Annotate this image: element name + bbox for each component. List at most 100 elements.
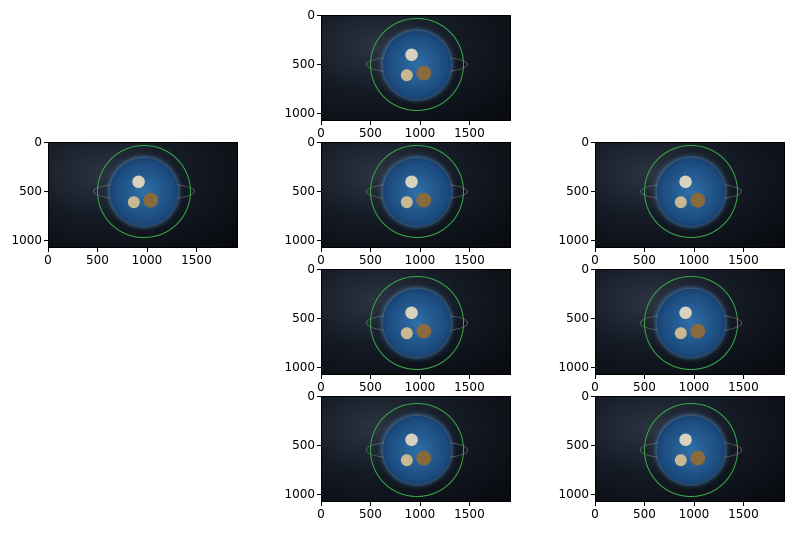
orbit-ring xyxy=(644,276,738,370)
earth-orbit-image xyxy=(48,142,238,248)
x-tick-mark xyxy=(595,375,596,379)
x-tick-mark xyxy=(196,248,198,252)
x-tick-label: 500 xyxy=(633,253,656,267)
y-tick-mark xyxy=(317,318,321,320)
y-tick-mark xyxy=(591,269,595,270)
x-tick-label: 1000 xyxy=(404,507,436,521)
y-tick-label: 500 xyxy=(566,311,589,326)
x-tick-label: 500 xyxy=(359,126,382,140)
x-tick-label: 1000 xyxy=(404,253,436,267)
y-tick-label: 500 xyxy=(566,438,589,453)
orbit-ring xyxy=(370,18,464,112)
y-tick-mark xyxy=(591,494,595,496)
y-tick-mark xyxy=(317,269,321,270)
x-tick-label: 1500 xyxy=(454,380,485,394)
y-tick-label: 0 xyxy=(581,135,589,149)
y-tick-label: 0 xyxy=(307,389,315,403)
y-tick-label: 1000 xyxy=(284,106,315,121)
y-tick-label: 0 xyxy=(34,135,42,149)
y-tick-label: 1000 xyxy=(558,233,589,248)
x-tick-mark xyxy=(321,502,322,506)
x-tick-label: 1500 xyxy=(454,253,485,267)
orbit-ring xyxy=(97,145,191,239)
earth-globe xyxy=(383,289,451,357)
y-tick-mark xyxy=(591,191,595,193)
x-tick-label: 0 xyxy=(44,253,52,267)
x-tick-mark xyxy=(419,375,421,379)
y-tick-label: 500 xyxy=(292,57,315,72)
earth-globe xyxy=(657,416,725,484)
y-tick-mark xyxy=(317,494,321,496)
y-tick-mark xyxy=(317,113,321,115)
x-tick-mark xyxy=(370,502,372,506)
earth-orbit-image xyxy=(321,396,511,502)
x-tick-mark xyxy=(644,248,646,252)
x-tick-mark xyxy=(469,375,471,379)
x-tick-label: 1500 xyxy=(454,126,485,140)
earth-globe xyxy=(110,157,178,226)
x-tick-label: 1000 xyxy=(678,380,710,394)
x-tick-mark xyxy=(469,121,471,125)
y-tick-label: 0 xyxy=(307,8,315,22)
x-tick-mark xyxy=(644,502,646,506)
y-tick-label: 0 xyxy=(581,389,589,403)
x-tick-mark xyxy=(595,248,596,252)
y-tick-mark xyxy=(317,240,321,242)
y-tick-mark xyxy=(317,396,321,397)
y-tick-mark xyxy=(591,240,595,242)
x-tick-mark xyxy=(370,248,372,252)
x-tick-label: 1000 xyxy=(131,253,163,267)
x-tick-label: 500 xyxy=(359,507,382,521)
x-tick-mark xyxy=(469,502,471,506)
y-tick-mark xyxy=(317,191,321,193)
x-tick-label: 1000 xyxy=(404,126,436,140)
y-tick-label: 0 xyxy=(581,262,589,276)
orbit-ring xyxy=(644,403,738,497)
x-tick-mark xyxy=(419,502,421,506)
y-tick-label: 500 xyxy=(19,184,42,199)
y-tick-label: 0 xyxy=(307,262,315,276)
y-tick-label: 500 xyxy=(566,184,589,199)
earth-orbit-image xyxy=(321,142,511,248)
y-tick-mark xyxy=(317,64,321,66)
earth-orbit-image xyxy=(595,396,785,502)
x-tick-mark xyxy=(370,121,372,125)
x-tick-label: 1000 xyxy=(678,507,710,521)
x-tick-label: 1000 xyxy=(404,380,436,394)
y-tick-label: 1000 xyxy=(284,360,315,375)
x-tick-mark xyxy=(693,502,695,506)
earth-orbit-image xyxy=(321,15,511,121)
x-tick-mark xyxy=(644,375,646,379)
x-tick-label: 500 xyxy=(86,253,109,267)
x-tick-label: 500 xyxy=(359,253,382,267)
orbit-ring xyxy=(370,276,464,370)
x-tick-mark xyxy=(693,375,695,379)
y-tick-mark xyxy=(44,142,48,143)
x-tick-label: 0 xyxy=(317,253,325,267)
earth-globe xyxy=(383,30,451,99)
x-tick-mark xyxy=(743,502,745,506)
x-tick-label: 0 xyxy=(317,126,325,140)
x-tick-mark xyxy=(743,375,745,379)
orbit-ring xyxy=(644,145,738,239)
orbit-ring xyxy=(370,403,464,497)
x-tick-label: 1500 xyxy=(728,253,759,267)
orbit-ring xyxy=(370,145,464,239)
x-tick-mark xyxy=(469,248,471,252)
y-tick-mark xyxy=(317,367,321,369)
y-tick-mark xyxy=(317,445,321,447)
x-tick-label: 0 xyxy=(317,380,325,394)
x-tick-label: 1000 xyxy=(678,253,710,267)
y-tick-label: 1000 xyxy=(284,487,315,502)
x-tick-mark xyxy=(146,248,148,252)
x-tick-label: 0 xyxy=(591,253,599,267)
x-tick-label: 1500 xyxy=(181,253,212,267)
earth-globe xyxy=(657,157,725,226)
y-tick-mark xyxy=(317,142,321,143)
y-tick-mark xyxy=(317,15,321,16)
y-tick-label: 1000 xyxy=(11,233,42,248)
y-tick-mark xyxy=(591,142,595,143)
x-tick-label: 0 xyxy=(591,380,599,394)
y-tick-mark xyxy=(591,367,595,369)
x-tick-label: 0 xyxy=(591,507,599,521)
